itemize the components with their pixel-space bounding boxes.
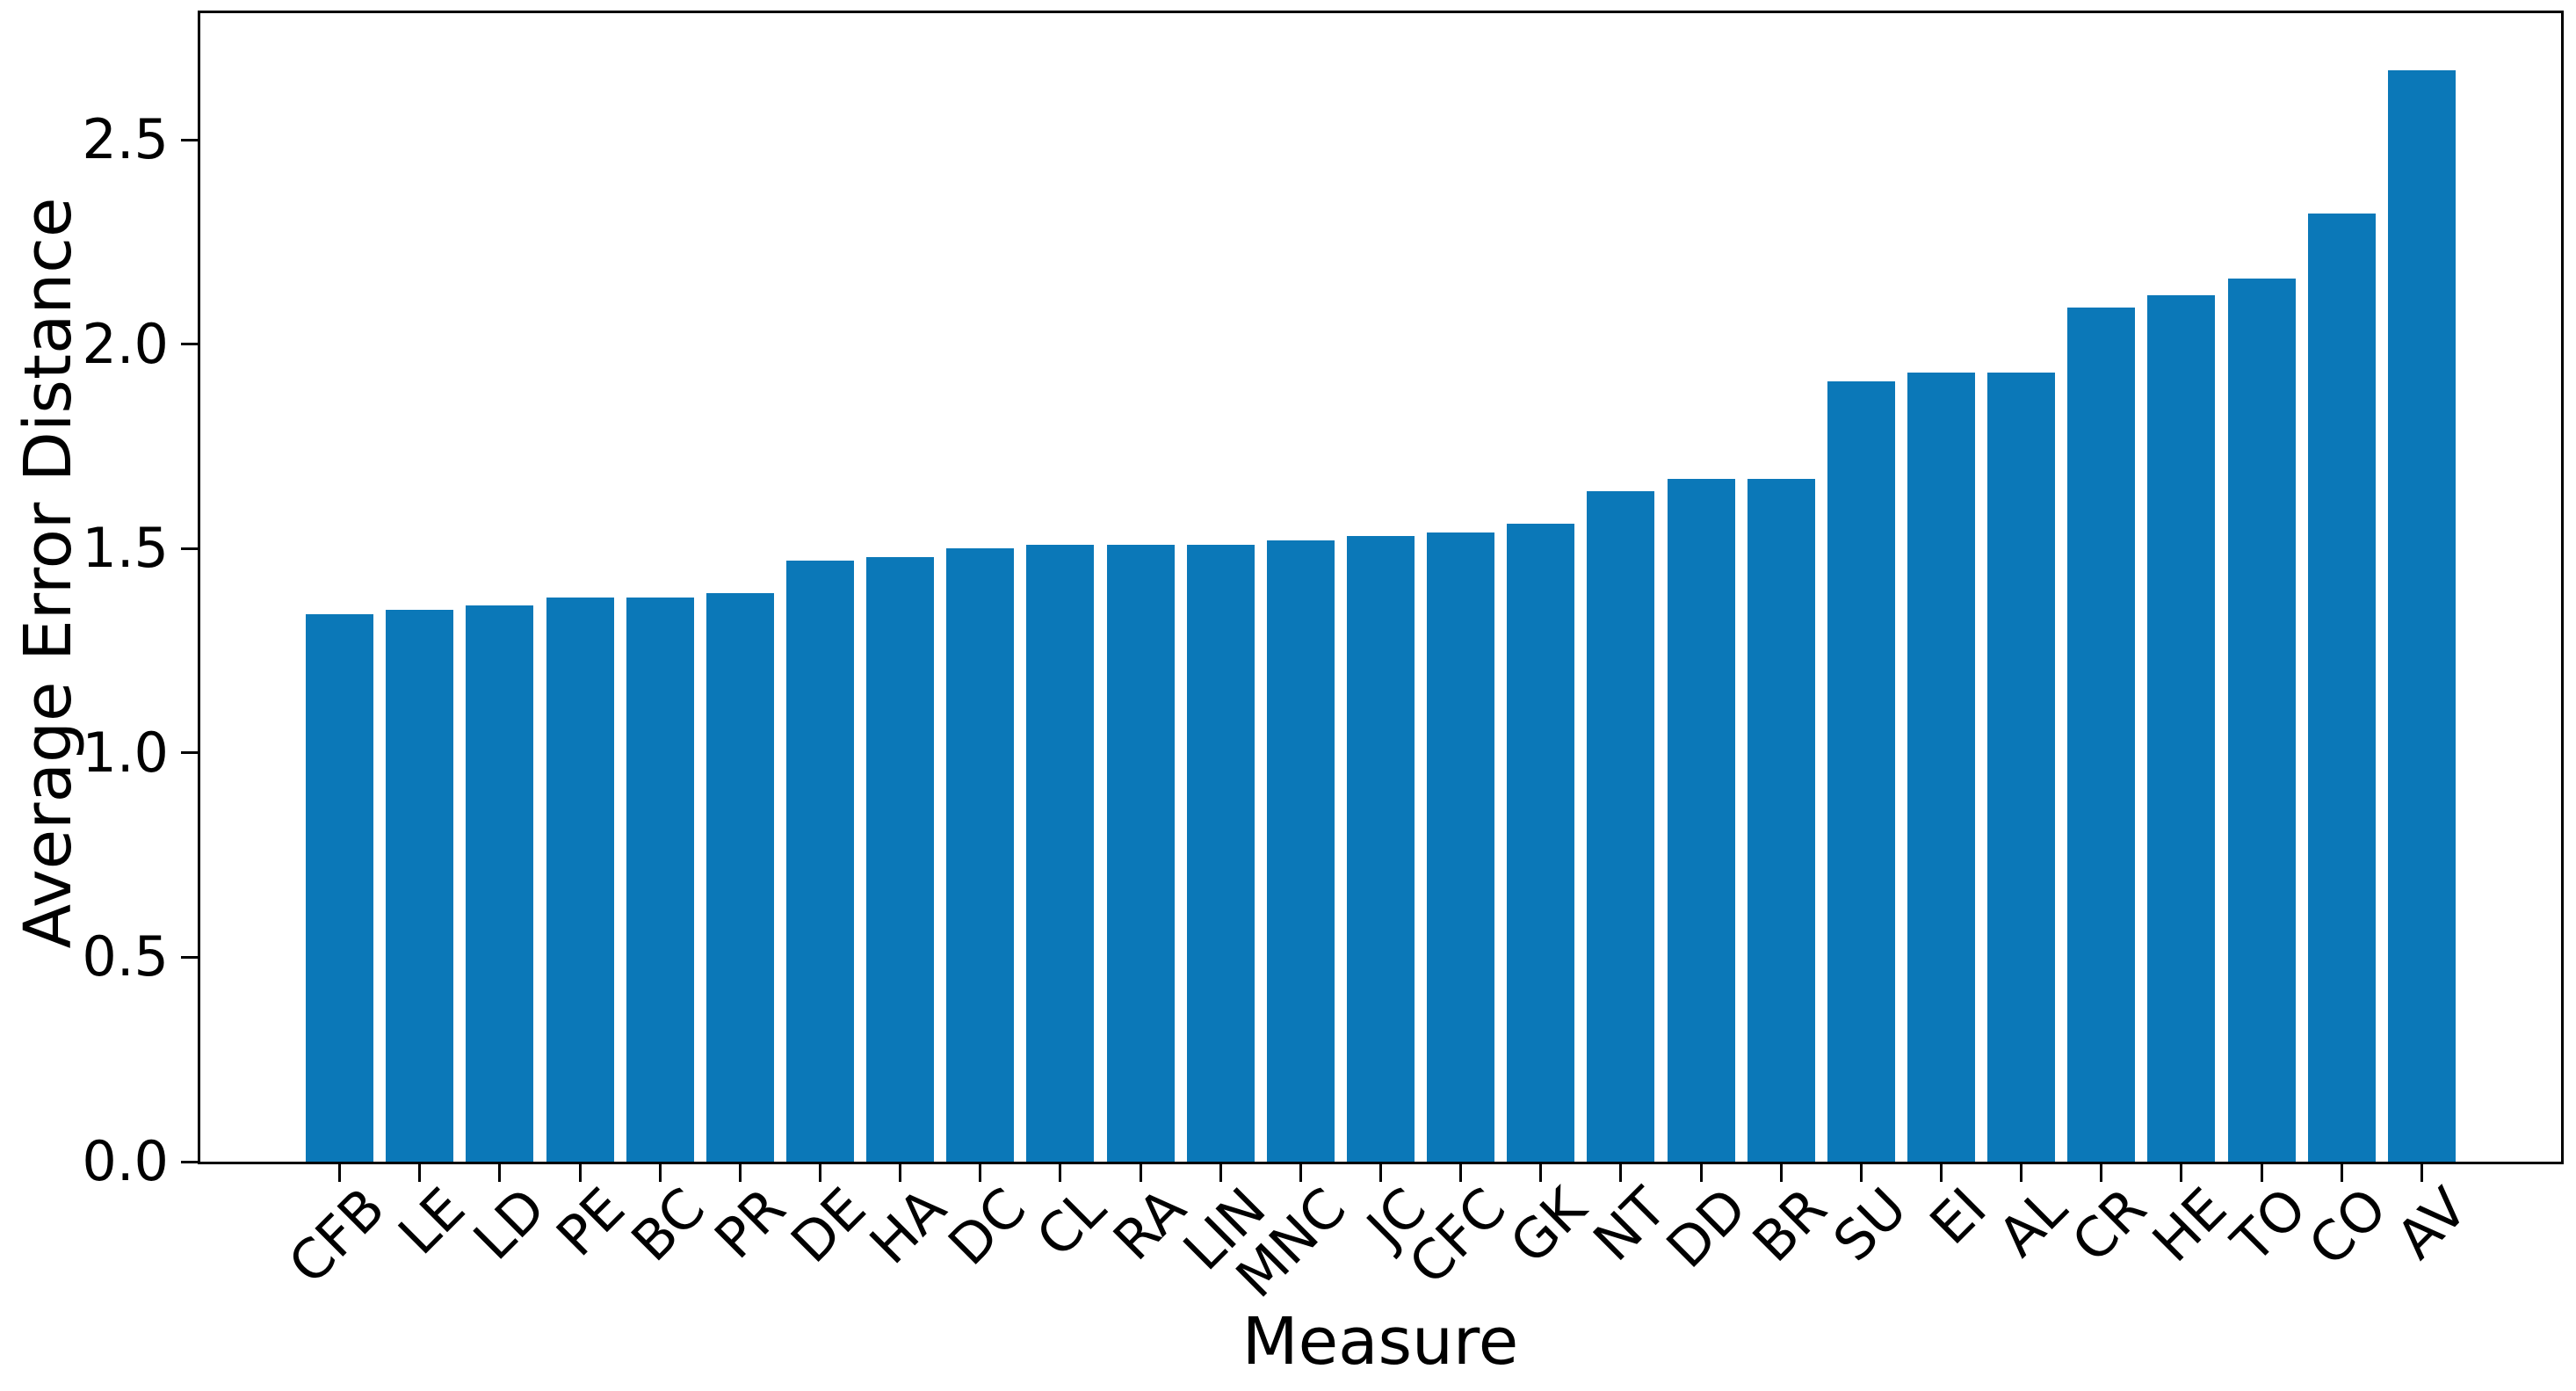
x-tick-label-LD: LD: [460, 1175, 558, 1272]
x-tick-mark: [578, 1164, 582, 1182]
bar-TO: [2228, 279, 2296, 1162]
bar-LE: [386, 610, 453, 1162]
x-tick-label-CFB: CFB: [276, 1175, 397, 1297]
bar-SU: [1827, 381, 1895, 1162]
x-tick-mark: [899, 1164, 902, 1182]
x-tick-label-BR: BR: [1740, 1175, 1839, 1274]
bar-BC: [626, 598, 694, 1162]
bar-HE: [2147, 295, 2215, 1162]
x-tick-mark: [2020, 1164, 2023, 1182]
x-tick-mark: [2100, 1164, 2103, 1182]
bar-EI: [1907, 373, 1975, 1162]
x-tick-label-CFC: CFC: [1396, 1175, 1519, 1297]
x-tick-label-PE: PE: [544, 1175, 638, 1269]
bar-LD: [466, 605, 533, 1162]
y-tick-mark: [181, 955, 200, 959]
bar-CR: [2067, 308, 2135, 1162]
bar-AV: [2388, 70, 2456, 1162]
bar-MNC: [1267, 540, 1335, 1162]
x-tick-mark: [2260, 1164, 2263, 1182]
x-tick-mark: [1699, 1164, 1703, 1182]
x-tick-mark: [1219, 1164, 1222, 1182]
x-tick-label-EI: EI: [1917, 1175, 1999, 1257]
x-tick-mark: [498, 1164, 502, 1182]
x-tick-label-AL: AL: [1986, 1175, 2080, 1269]
bar-CFB: [306, 614, 373, 1162]
bar-DE: [786, 561, 854, 1162]
y-tick-label: 1.0: [82, 720, 169, 785]
x-tick-mark: [338, 1164, 342, 1182]
bar-RA: [1107, 545, 1175, 1162]
x-tick-mark: [1779, 1164, 1783, 1182]
x-tick-mark: [1379, 1164, 1382, 1182]
x-tick-mark: [2340, 1164, 2343, 1182]
bar-AL: [1987, 373, 2055, 1162]
bar-CL: [1026, 545, 1094, 1162]
bar-NT: [1587, 491, 1654, 1162]
bar-LIN: [1187, 545, 1255, 1162]
x-tick-mark: [2180, 1164, 2183, 1182]
x-tick-mark: [658, 1164, 662, 1182]
x-tick-label-AV: AV: [2383, 1175, 2479, 1271]
bar-CFC: [1427, 532, 1494, 1162]
x-tick-mark: [1539, 1164, 1543, 1182]
x-tick-label-DE: DE: [778, 1175, 878, 1275]
x-tick-label-NT: NT: [1581, 1175, 1679, 1273]
y-tick-label: 0.5: [82, 924, 169, 989]
y-tick-mark: [181, 1160, 200, 1163]
y-tick-label: 2.0: [82, 311, 169, 376]
x-tick-mark: [1299, 1164, 1302, 1182]
x-tick-label-BC: BC: [619, 1175, 718, 1274]
x-tick-mark: [1619, 1164, 1623, 1182]
x-tick-mark: [818, 1164, 821, 1182]
x-tick-mark: [2420, 1164, 2423, 1182]
y-tick-label: 2.5: [82, 107, 169, 172]
bar-JC: [1347, 536, 1415, 1162]
x-tick-label-PR: PR: [702, 1175, 798, 1271]
y-tick-mark: [181, 138, 200, 141]
y-tick-mark: [181, 751, 200, 755]
bar-BR: [1747, 479, 1815, 1162]
x-tick-label-CL: CL: [1024, 1175, 1118, 1270]
x-tick-label-SU: SU: [1820, 1175, 1919, 1274]
x-tick-label-RA: RA: [1101, 1175, 1198, 1273]
y-tick-mark: [181, 547, 200, 550]
x-tick-label-CO: CO: [2296, 1175, 2399, 1279]
bar-CO: [2308, 214, 2376, 1162]
y-axis-label: Average Error Distance: [11, 197, 86, 949]
bar-PE: [546, 598, 614, 1162]
x-tick-label-LE: LE: [386, 1175, 478, 1267]
bar-PR: [706, 593, 774, 1162]
x-tick-mark: [1139, 1164, 1142, 1182]
x-tick-mark: [1940, 1164, 1943, 1182]
x-tick-mark: [738, 1164, 742, 1182]
y-tick-label: 1.5: [82, 516, 169, 581]
x-tick-mark: [418, 1164, 422, 1182]
bar-DC: [946, 548, 1014, 1162]
x-axis-label: Measure: [1241, 1304, 1519, 1380]
x-tick-mark: [1859, 1164, 1863, 1182]
y-tick-label: 0.0: [82, 1129, 169, 1193]
x-tick-mark: [979, 1164, 982, 1182]
bar-GK: [1507, 524, 1574, 1162]
x-tick-mark: [1459, 1164, 1463, 1182]
y-tick-mark: [181, 343, 200, 346]
x-tick-mark: [1059, 1164, 1062, 1182]
bar-HA: [866, 557, 934, 1162]
bar-DD: [1668, 479, 1735, 1162]
x-tick-label-DC: DC: [936, 1175, 1038, 1278]
